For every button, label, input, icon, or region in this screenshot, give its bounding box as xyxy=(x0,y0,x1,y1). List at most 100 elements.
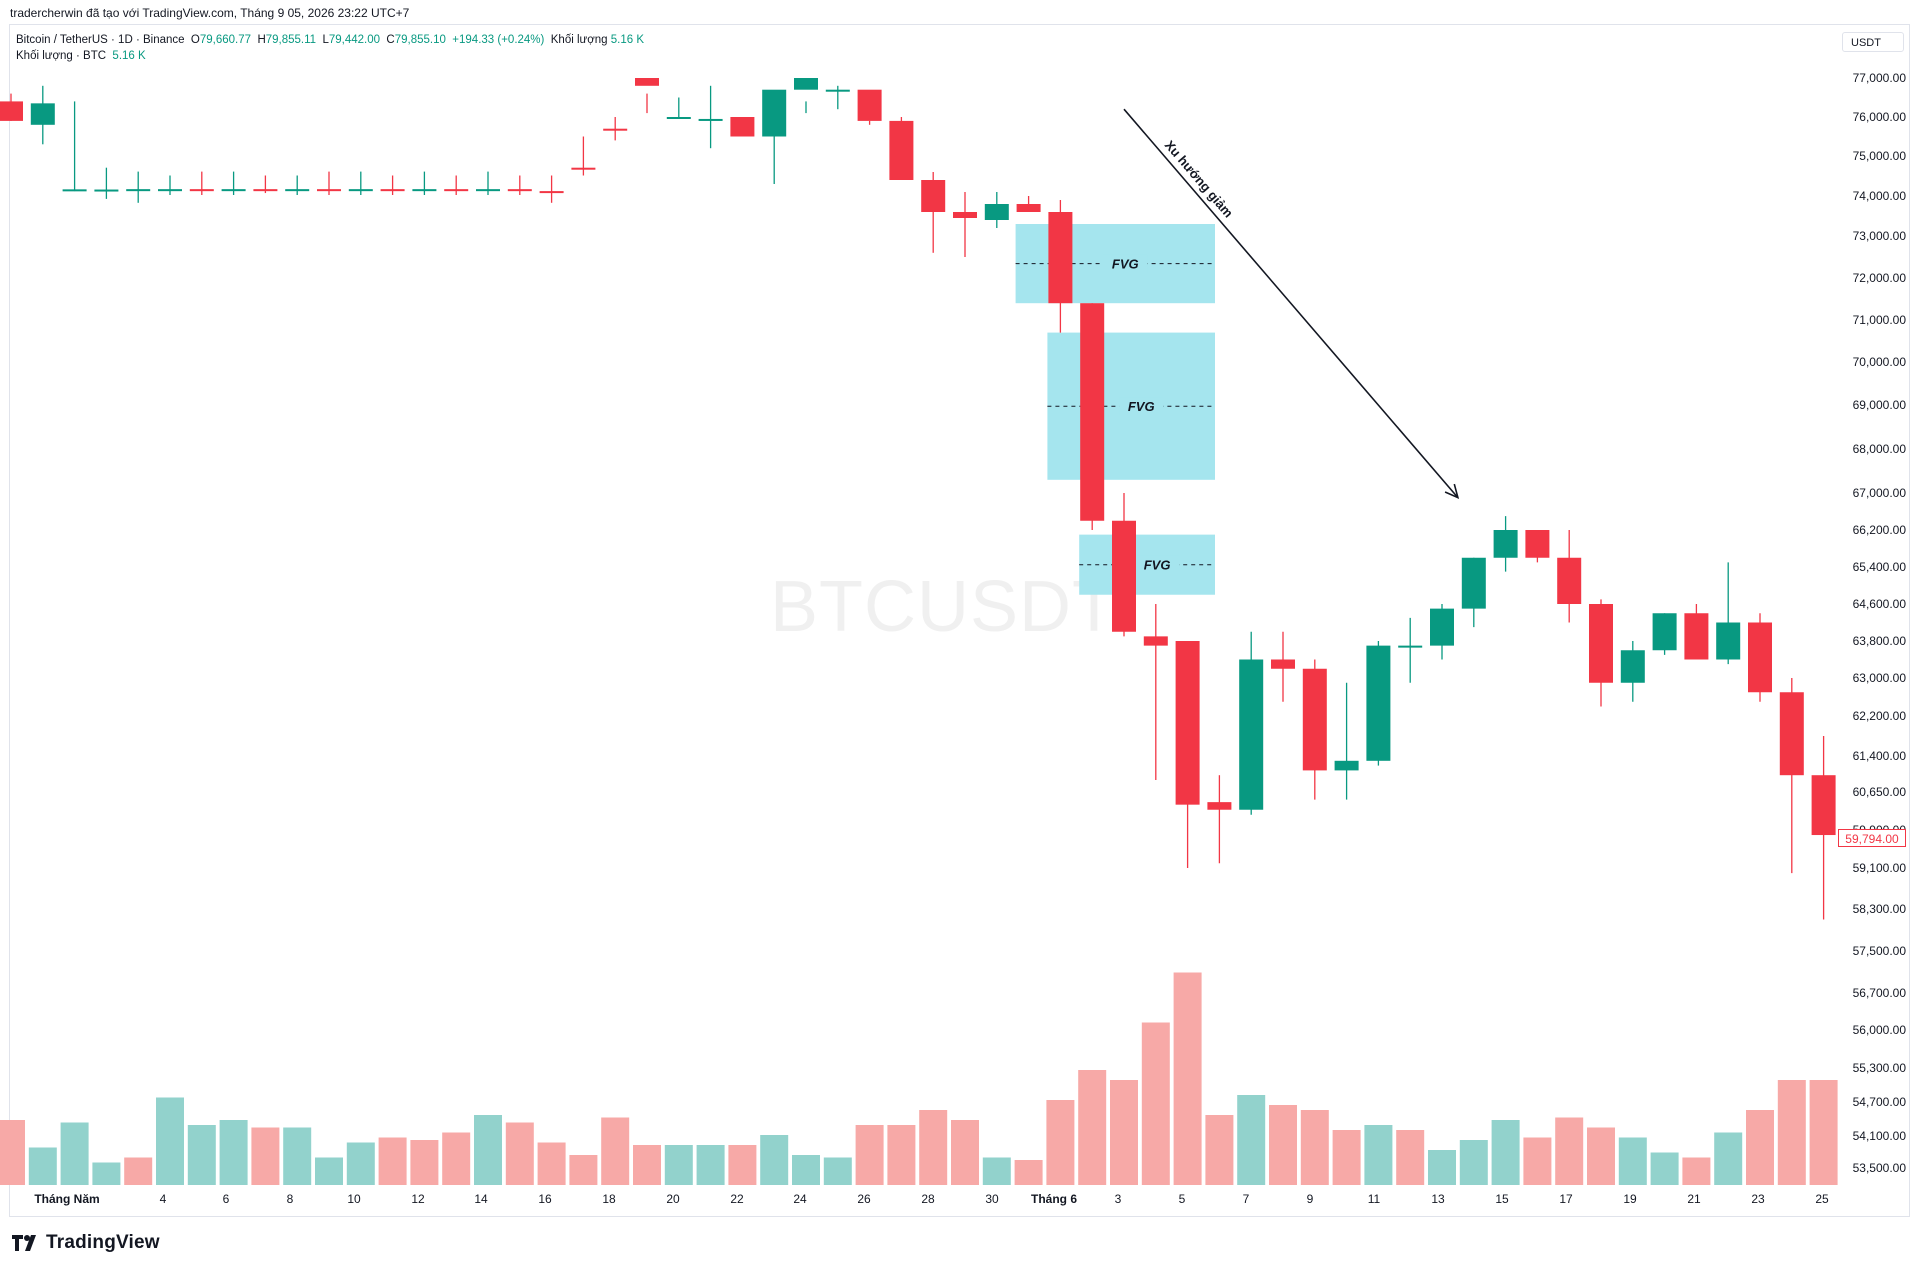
brand-name: TradingView xyxy=(46,1232,160,1253)
volume-bar xyxy=(1459,1140,1488,1185)
volume-bar xyxy=(0,1120,25,1185)
legend-main-row[interactable]: Bitcoin / TetherUS · 1D · Binance O79,66… xyxy=(16,32,644,48)
volume-bar xyxy=(1110,1080,1138,1185)
volume-bar xyxy=(919,1110,948,1185)
legend-volume-row[interactable]: Khối lượng · BTC 5.16 K xyxy=(16,48,644,64)
candle-body xyxy=(1652,613,1677,651)
candle-body xyxy=(253,189,278,192)
time-tick-label: 30 xyxy=(985,1192,999,1206)
price-tick-label: 67,000.00 xyxy=(1853,486,1907,500)
open-value: 79,660.77 xyxy=(199,34,252,46)
price-tick-label: 70,000.00 xyxy=(1853,355,1907,369)
tradingview-logo[interactable]: TradingView xyxy=(12,1232,160,1254)
price-tick-label: 62,200.00 xyxy=(1853,709,1907,723)
candle-body xyxy=(794,78,818,90)
candle-body xyxy=(1398,645,1423,648)
candle-body xyxy=(1589,604,1613,683)
volume-series-value: 5.16 K xyxy=(112,50,146,62)
price-tick-label: 53,500.00 xyxy=(1853,1161,1907,1175)
time-tick-label: 16 xyxy=(538,1192,552,1206)
fvg-label-bg xyxy=(1103,254,1148,273)
currency-selector[interactable]: USDT xyxy=(1842,32,1904,52)
volume-bar xyxy=(537,1142,566,1185)
chart-frame xyxy=(9,24,1910,1217)
time-tick-label: 6 xyxy=(223,1192,230,1206)
price-tick-label: 61,400.00 xyxy=(1853,749,1907,763)
candle-body xyxy=(1334,760,1359,771)
volume-bar xyxy=(1205,1115,1234,1185)
fvg-label-bg xyxy=(1135,555,1180,574)
candle-body xyxy=(889,120,914,180)
price-tick-label: 63,000.00 xyxy=(1853,671,1907,685)
symbol-name[interactable]: Bitcoin / TetherUS · 1D · Binance xyxy=(16,34,185,46)
price-tick-label: 77,000.00 xyxy=(1853,71,1907,85)
volume-bar xyxy=(1364,1125,1393,1185)
price-tick-label: 71,000.00 xyxy=(1853,313,1907,327)
symbol-watermark: BTCUSDT xyxy=(770,567,1117,647)
candle-body xyxy=(1366,645,1391,761)
volume-bar xyxy=(1746,1110,1774,1185)
candle-body xyxy=(158,189,182,192)
volume-bar xyxy=(1618,1137,1647,1185)
time-tick-label: 17 xyxy=(1559,1192,1573,1206)
fvg-label: FVG xyxy=(1144,558,1171,573)
candle-body xyxy=(921,180,946,212)
volume-bar xyxy=(1332,1130,1361,1185)
low-value: 79,442.00 xyxy=(328,34,381,46)
candle-body xyxy=(380,189,405,192)
price-tick-label: 76,000.00 xyxy=(1853,110,1907,124)
candle-body xyxy=(0,101,23,121)
fvg-label: FVG xyxy=(1112,257,1139,272)
legend: Bitcoin / TetherUS · 1D · Binance O79,66… xyxy=(16,32,644,64)
low-label: L xyxy=(322,34,329,46)
volume-series-name[interactable]: Khối lượng · BTC xyxy=(16,50,107,62)
volume-bar xyxy=(92,1162,121,1185)
fvg-label-bg xyxy=(1119,397,1164,416)
time-tick-label: 3 xyxy=(1115,1192,1122,1206)
volume-bar xyxy=(1809,1080,1838,1185)
price-tick-label: 66,200.00 xyxy=(1853,523,1907,537)
candle-body xyxy=(1016,204,1041,212)
time-tick-label: 20 xyxy=(666,1192,680,1206)
trend-line xyxy=(1123,108,1459,499)
candle-body xyxy=(603,128,628,131)
candle-body xyxy=(1716,622,1741,660)
price-tick-label: 74,000.00 xyxy=(1853,189,1907,203)
time-tick-label: 25 xyxy=(1815,1192,1829,1206)
candle-body xyxy=(666,117,691,119)
price-tick-label: 59,100.00 xyxy=(1853,861,1907,875)
candle-body xyxy=(1302,668,1327,771)
time-tick-label: 9 xyxy=(1307,1192,1314,1206)
price-tick-label: 73,000.00 xyxy=(1853,229,1907,243)
volume-bar xyxy=(1269,1105,1297,1185)
price-tick-label: 60,650.00 xyxy=(1853,785,1907,799)
volume-bar xyxy=(792,1155,820,1185)
time-tick-label: 18 xyxy=(602,1192,616,1206)
volume-bar xyxy=(1396,1130,1425,1185)
volume-bar xyxy=(474,1115,502,1185)
candle-body xyxy=(1207,802,1232,810)
volume-bar xyxy=(28,1147,57,1185)
time-tick-label: 12 xyxy=(411,1192,425,1206)
volume-bar xyxy=(1777,1080,1806,1185)
candle-body xyxy=(825,89,850,92)
volume-bar xyxy=(887,1125,916,1185)
volume-bar xyxy=(1428,1150,1456,1185)
high-label: H xyxy=(257,34,266,46)
candle-body xyxy=(1430,608,1454,646)
candle-body xyxy=(507,189,532,192)
candle-body xyxy=(571,167,596,170)
candle-body xyxy=(1143,636,1168,646)
time-tick-label: 13 xyxy=(1431,1192,1445,1206)
candle-body xyxy=(1271,659,1295,669)
volume-bar xyxy=(1523,1137,1552,1185)
volume-bar xyxy=(1237,1095,1266,1185)
candle-body xyxy=(984,204,1009,220)
price-tick-label: 57,500.00 xyxy=(1853,944,1907,958)
candle-body xyxy=(444,189,469,192)
volume-bar xyxy=(664,1145,693,1185)
volume-value: 5.16 K xyxy=(610,34,645,46)
candle-body xyxy=(317,189,341,192)
candle-body xyxy=(1811,775,1836,836)
